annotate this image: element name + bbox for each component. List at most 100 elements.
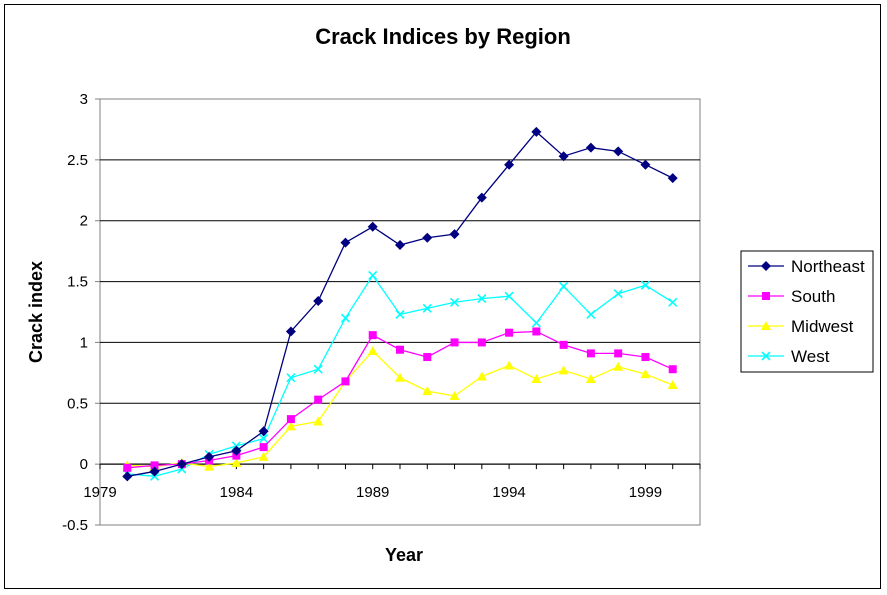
- point-south-1980: [123, 463, 132, 472]
- point-midwest-1987: [313, 416, 324, 426]
- x-tick-label-1: 1984: [220, 484, 253, 501]
- point-midwest-1997: [585, 373, 596, 383]
- x-tick-label-3: 1994: [492, 484, 525, 501]
- x-axis-title: Year: [385, 545, 423, 565]
- plot-area: [99, 98, 701, 526]
- point-south-1993: [477, 338, 486, 347]
- point-northeast-1985: [258, 426, 269, 437]
- point-midwest-1991: [422, 386, 433, 396]
- point-west-2000: [668, 297, 678, 307]
- point-south-1999: [641, 353, 650, 362]
- legend-label-south: South: [791, 287, 835, 306]
- point-south-1990: [396, 345, 404, 354]
- x-tick-label-4: 1999: [629, 484, 662, 501]
- point-northeast-1993: [476, 192, 487, 203]
- point-south-1998: [614, 349, 623, 358]
- point-south-1981: [150, 461, 159, 470]
- series-layer: [122, 126, 678, 482]
- point-south-1989: [368, 331, 377, 340]
- legend: Northeast South Midwest West: [740, 250, 874, 373]
- point-midwest-1985: [258, 451, 269, 461]
- point-midwest-1996: [558, 365, 569, 375]
- point-south-1986: [286, 415, 295, 424]
- point-midwest-1998: [613, 361, 624, 371]
- point-south-2000: [668, 365, 677, 374]
- point-west-1997: [586, 309, 596, 319]
- x-tick-label-2: 1989: [356, 484, 389, 501]
- legend-marker-south: [762, 292, 770, 300]
- point-south-1987: [314, 395, 323, 404]
- point-northeast-1988: [340, 237, 351, 248]
- point-midwest-1984: [231, 457, 242, 467]
- point-northeast-1996: [558, 151, 569, 162]
- point-midwest-1995: [531, 373, 542, 383]
- point-west-1994: [504, 291, 514, 301]
- legend-item-west: West: [748, 347, 830, 366]
- y-tick-label-3: 1: [80, 334, 88, 351]
- point-midwest-1983: [204, 461, 215, 471]
- y-tick-label-2: 0.5: [67, 395, 88, 412]
- point-west-1991: [422, 303, 432, 313]
- point-west-1999: [640, 280, 651, 290]
- point-midwest-1993: [476, 371, 487, 381]
- point-west-1992: [449, 297, 460, 307]
- legend-item-northeast: Northeast: [748, 257, 865, 276]
- legend-box: [740, 250, 874, 373]
- legend-label-west: West: [791, 347, 830, 366]
- point-west-1985: [259, 434, 269, 444]
- point-south-1991: [423, 353, 432, 362]
- point-west-1993: [477, 294, 487, 304]
- point-west-1987: [313, 364, 323, 374]
- y-tick-label-6: 2.5: [67, 152, 88, 169]
- y-tick-label-4: 1.5: [67, 274, 88, 291]
- point-west-1995: [531, 318, 541, 328]
- point-northeast-1980: [122, 471, 133, 482]
- y-tick-label-0: -0.5: [62, 517, 88, 534]
- y-axis-title: Crack index: [26, 261, 46, 363]
- legend-item-south: South: [748, 287, 835, 306]
- point-northeast-1982: [176, 459, 187, 470]
- gridlines: [100, 159, 700, 404]
- point-northeast-1991: [422, 232, 433, 243]
- point-northeast-1983: [204, 451, 215, 462]
- point-west-1996: [559, 281, 569, 292]
- point-northeast-2000: [667, 173, 678, 184]
- legend-item-midwest: Midwest: [748, 317, 854, 336]
- point-south-1994: [505, 328, 514, 337]
- point-northeast-1999: [640, 159, 651, 170]
- chart-title: Crack Indices by Region: [315, 24, 571, 49]
- point-midwest-1989: [367, 345, 378, 355]
- point-northeast-1981: [149, 466, 160, 477]
- point-south-1992: [450, 338, 459, 347]
- legend-marker-west: [761, 351, 771, 361]
- point-northeast-1995: [531, 126, 542, 137]
- point-west-1998: [613, 289, 623, 299]
- point-south-1997: [586, 349, 595, 358]
- point-northeast-1990: [395, 240, 405, 251]
- point-south-1996: [559, 340, 568, 349]
- point-midwest-1999: [640, 369, 651, 379]
- y-tick-label-7: 3: [80, 91, 88, 108]
- point-south-1985: [259, 443, 268, 452]
- point-west-1989: [368, 270, 378, 281]
- x-tick-label-0: 1979: [83, 484, 116, 501]
- point-midwest-1986: [285, 421, 296, 431]
- point-northeast-1984: [231, 445, 242, 456]
- y-tick-label-5: 2: [80, 213, 88, 230]
- point-south-1988: [341, 377, 350, 386]
- point-midwest-1992: [449, 390, 460, 400]
- point-midwest-2000: [667, 380, 678, 390]
- point-northeast-1994: [504, 159, 515, 170]
- point-northeast-1989: [367, 221, 378, 232]
- point-northeast-1986: [285, 326, 296, 337]
- legend-marker-midwest: [761, 321, 771, 330]
- point-west-1986: [286, 373, 296, 383]
- point-northeast-1992: [449, 229, 460, 240]
- point-midwest-1990: [395, 372, 405, 382]
- point-south-1995: [532, 327, 541, 336]
- legend-label-midwest: Midwest: [791, 317, 854, 336]
- point-northeast-1998: [613, 146, 624, 157]
- legend-marker-northeast: [761, 261, 771, 271]
- legend-label-northeast: Northeast: [791, 257, 865, 276]
